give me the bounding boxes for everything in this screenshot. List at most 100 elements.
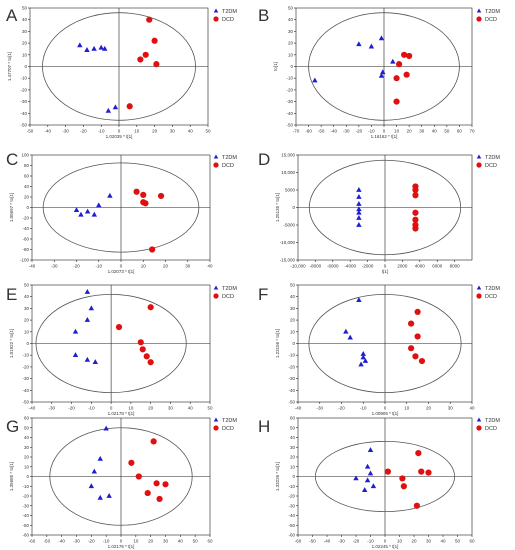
x-tick-label: -60 xyxy=(305,129,312,134)
legend-t2dm-marker xyxy=(476,8,482,13)
y-tick-label: -40 xyxy=(288,388,295,393)
legend-t2dm-marker xyxy=(476,154,482,159)
y-tick-label: -50 xyxy=(288,523,295,528)
dcd-point xyxy=(153,61,160,68)
y-tick-label: -30 xyxy=(22,503,29,508)
t2dm-point xyxy=(112,104,119,110)
dcd-point xyxy=(406,52,413,60)
hotelling-ellipse xyxy=(314,440,455,512)
x-tick-label: -20 xyxy=(73,264,80,269)
y-tick-label: 10,000 xyxy=(281,170,295,175)
dcd-point xyxy=(412,209,419,216)
x-tick-label: -70 xyxy=(293,129,300,134)
y-tick-label: 10 xyxy=(22,52,28,57)
y-tick-label: 60 xyxy=(24,174,30,179)
y-tick-label: -20 xyxy=(288,494,295,499)
t2dm-point xyxy=(97,455,103,461)
legend-t2dm-label: T2DM xyxy=(222,418,237,424)
x-tick-label: -6000 xyxy=(327,264,339,269)
dcd-point xyxy=(412,353,419,360)
hotelling-ellipse xyxy=(308,12,460,121)
x-tick-label: -10 xyxy=(360,406,367,411)
dcd-point xyxy=(140,191,147,198)
legend-t2dm-marker xyxy=(476,285,482,290)
x-tick-label: 40 xyxy=(469,406,475,411)
dcd-point xyxy=(384,468,391,475)
y-tick-label: 60 xyxy=(24,416,30,421)
x-tick-label: -50 xyxy=(318,129,325,134)
x-axis-label: 1.00905 * t[1] xyxy=(372,411,399,416)
x-tick-label: -4000 xyxy=(344,264,356,269)
t2dm-point xyxy=(356,209,362,215)
y-axis-label: 1.25135 * to[1] xyxy=(275,193,280,222)
dcd-point xyxy=(144,489,151,497)
dcd-point xyxy=(399,475,406,482)
x-tick-label: 40 xyxy=(188,406,194,411)
y-tick-label: 30 xyxy=(288,29,294,34)
dcd-point xyxy=(150,438,157,445)
x-tick-label: 10 xyxy=(128,406,134,411)
y-tick-label: 100 xyxy=(21,153,29,158)
panel-letter: A xyxy=(6,6,18,25)
y-tick-label: 50 xyxy=(290,425,296,430)
dcd-point xyxy=(415,450,422,457)
x-tick-label: -10 xyxy=(367,539,374,544)
y-tick-label: 10 xyxy=(290,464,296,469)
legend-t2dm-marker xyxy=(476,417,482,422)
t2dm-point xyxy=(97,494,103,500)
x-axis-label: 1.02245 * t[1] xyxy=(372,544,399,549)
y-tick-label: 30 xyxy=(290,306,296,311)
panel-e: E-40 -30 -20 -10 0 10 20 30 40 50-50-40-30-20-100… xyxy=(6,283,237,417)
hotelling-ellipse xyxy=(35,293,187,394)
x-tick-label: -40 xyxy=(29,406,36,411)
x-tick-label: 40 xyxy=(188,129,194,134)
dcd-point xyxy=(139,346,146,353)
y-tick-label: -60 xyxy=(22,237,29,242)
y-tick-label: 20 xyxy=(288,41,294,46)
x-tick-label: -20 xyxy=(88,539,95,544)
y-tick-label: 10 xyxy=(24,464,30,469)
y-tick-label: 5000 xyxy=(285,188,296,193)
legend-t2dm-label: T2DM xyxy=(222,9,237,15)
x-tick-label: 8000 xyxy=(450,264,461,269)
x-tick-label: 20 xyxy=(148,406,154,411)
x-axis-label: 1.02035 * t[1] xyxy=(106,134,133,139)
t2dm-point xyxy=(102,45,108,51)
y-tick-label: 20 xyxy=(24,195,30,200)
x-tick-label: -40 xyxy=(45,129,52,134)
x-tick-label: 2000 xyxy=(397,264,408,269)
y-tick-label: 40 xyxy=(290,435,296,440)
y-axis-label: 1.47707 * to[1] xyxy=(7,52,12,81)
x-tick-label: 70 xyxy=(469,129,475,134)
x-tick-label: 0 xyxy=(118,129,121,134)
t2dm-point xyxy=(84,317,91,322)
legend-t2dm-marker xyxy=(213,8,219,13)
y-tick-label: -40 xyxy=(286,111,293,116)
x-tick-label: -10 xyxy=(88,406,95,411)
dcd-point xyxy=(156,495,163,503)
x-tick-label: 50 xyxy=(205,129,211,134)
y-tick-label: 40 xyxy=(22,17,28,22)
t2dm-point xyxy=(360,350,366,356)
x-tick-label: -60 xyxy=(29,539,36,544)
y-tick-label: 0 xyxy=(24,64,27,69)
y-tick-label: -60 xyxy=(288,533,295,538)
legend-t2dm-label: T2DM xyxy=(485,418,500,424)
t2dm-point xyxy=(84,47,90,52)
x-tick-label: 40 xyxy=(432,129,438,134)
x-tick-label: -20 xyxy=(338,406,345,411)
t2dm-point xyxy=(96,202,102,208)
legend-dcd-label: DCD xyxy=(222,163,234,169)
t2dm-point xyxy=(356,41,362,47)
y-tick-label: 0 xyxy=(26,474,29,479)
t2dm-point xyxy=(378,35,385,41)
t2dm-point xyxy=(361,487,368,492)
x-tick-label: 30 xyxy=(168,406,174,411)
y-tick-label: -5000 xyxy=(283,223,295,228)
x-tick-label: 20 xyxy=(407,129,413,134)
t2dm-point xyxy=(84,288,91,294)
x-tick-label: -30 xyxy=(51,264,58,269)
y-tick-label: 0 xyxy=(292,205,295,210)
t2dm-point xyxy=(107,192,113,198)
t2dm-point xyxy=(91,45,97,51)
